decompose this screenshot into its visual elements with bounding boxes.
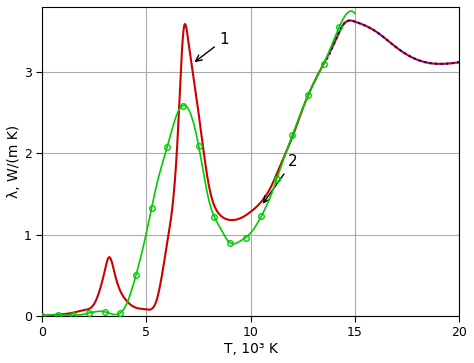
Y-axis label: λ, W/(m K): λ, W/(m K) (7, 125, 21, 198)
Text: 1: 1 (196, 32, 229, 61)
X-axis label: T, 10³ K: T, 10³ K (224, 342, 278, 356)
Text: 2: 2 (264, 154, 298, 203)
